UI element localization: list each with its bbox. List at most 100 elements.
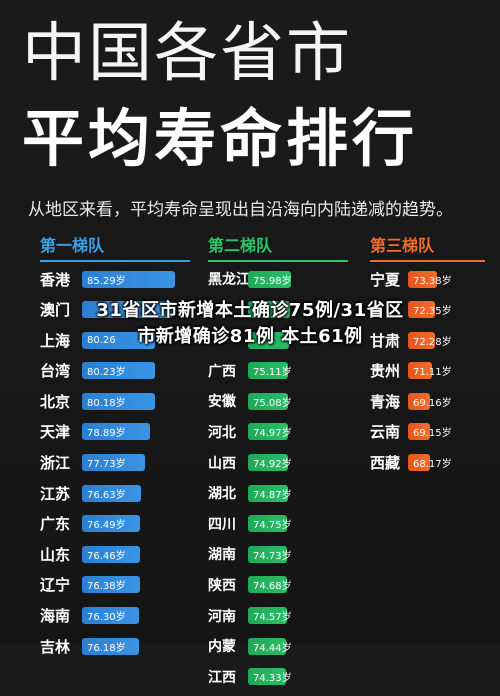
province-label: 山西 bbox=[208, 455, 236, 472]
tier-2-heading: 第二梯队 bbox=[208, 236, 273, 255]
province-label: 西藏 bbox=[370, 454, 401, 473]
province-label: 天津 bbox=[40, 423, 71, 442]
province-label: 安徽 bbox=[208, 394, 236, 411]
province-label: 甘肃 bbox=[370, 331, 401, 350]
ranking-row: 安徽 75.08岁 bbox=[208, 390, 348, 412]
ranking-row: 湖南 74.73岁 bbox=[208, 543, 348, 565]
province-label: 北京 bbox=[40, 392, 71, 411]
lifespan-bar: 74.87岁 bbox=[248, 484, 292, 502]
lifespan-bar: 73.38岁 bbox=[408, 270, 452, 288]
ranking-row: 西藏 68.17岁 bbox=[370, 452, 485, 474]
lifespan-bar: 76.30岁 bbox=[82, 607, 139, 625]
province-label: 山东 bbox=[40, 545, 71, 564]
province-label: 贵州 bbox=[370, 362, 401, 381]
ranking-row: 山东 76.46岁 bbox=[40, 543, 190, 565]
lifespan-bar: 76.38岁 bbox=[82, 576, 140, 594]
tier-3-divider bbox=[370, 260, 485, 262]
lifespan-bar: 71.11岁 bbox=[408, 362, 452, 380]
ranking-row: 吉林 76.18岁 bbox=[40, 635, 190, 657]
tier-2-divider bbox=[208, 260, 348, 262]
lifespan-bar: 74.68岁 bbox=[248, 576, 292, 594]
ranking-row: 江苏 76.63岁 bbox=[40, 482, 190, 504]
ranking-row: 黑龙江 75.98岁 bbox=[208, 268, 348, 290]
ranking-row: 四川 74.75岁 bbox=[208, 513, 348, 535]
tier-3-column: 第三梯队 宁夏 73.38岁 72.35岁 甘肃 72.28岁 贵州 71.11岁 青海 69.… bbox=[370, 232, 485, 482]
ranking-row: 湖北 74.87岁 bbox=[208, 482, 348, 504]
lifespan-bar: 74.33岁 bbox=[248, 668, 292, 686]
ranking-row: 72.35岁 bbox=[370, 299, 485, 321]
ranking-row: 内蒙 74.44岁 bbox=[208, 635, 348, 657]
province-label: 湖南 bbox=[208, 547, 236, 564]
lifespan-bar: 80.23岁 bbox=[82, 362, 155, 380]
tier-3-rows: 宁夏 73.38岁 72.35岁 甘肃 72.28岁 贵州 71.11岁 青海 69.16岁 云南… bbox=[370, 268, 485, 474]
lifespan-bar: 74.92岁 bbox=[248, 454, 292, 472]
ranking-row: 贵州 71.11岁 bbox=[370, 360, 485, 382]
lifespan-bar: 76.63岁 bbox=[82, 484, 141, 502]
province-label: 广东 bbox=[40, 515, 71, 534]
province-label: 四川 bbox=[208, 516, 236, 533]
ranking-row: 宁夏 73.38岁 bbox=[370, 268, 485, 290]
province-label: 江苏 bbox=[40, 484, 71, 503]
ranking-row: 河北 74.97岁 bbox=[208, 421, 348, 443]
province-label: 澳门 bbox=[40, 301, 71, 320]
subtitle: 从地区来看，平均寿命呈现出自沿海向内陆递减的趋势。 bbox=[28, 200, 453, 220]
province-label: 香港 bbox=[40, 270, 71, 289]
lifespan-bar bbox=[248, 301, 290, 319]
ranking-row: 北京 80.18岁 bbox=[40, 390, 190, 412]
lifespan-bar: 77.73岁 bbox=[82, 454, 145, 472]
tier-1-heading: 第一梯队 bbox=[40, 236, 105, 255]
province-label: 宁夏 bbox=[370, 270, 401, 289]
lifespan-bar: 68.17岁 bbox=[408, 454, 452, 472]
lifespan-bar: 80.18岁 bbox=[82, 392, 155, 410]
province-label: 陕西 bbox=[208, 577, 236, 594]
ranking-row bbox=[208, 299, 348, 321]
ranking-row: 辽宁 76.38岁 bbox=[40, 574, 190, 596]
ranking-row: 广西 75.11岁 bbox=[208, 360, 348, 382]
province-label: 广西 bbox=[208, 363, 236, 380]
title-line-2: 平均寿命排行 bbox=[22, 102, 419, 175]
province-label: 湖北 bbox=[208, 486, 236, 503]
lifespan-bar: 80.26 bbox=[82, 331, 155, 349]
province-label: 台湾 bbox=[40, 362, 71, 381]
lifespan-bar: 75.08岁 bbox=[248, 392, 292, 410]
ranking-row: 澳门 bbox=[40, 299, 190, 321]
ranking-row: 江西 74.33岁 bbox=[208, 666, 348, 688]
ranking-row: 青海 69.16岁 bbox=[370, 390, 485, 412]
tier-1-divider bbox=[40, 260, 190, 262]
province-label: 河北 bbox=[208, 424, 236, 441]
lifespan-bar: 75.11岁 bbox=[248, 362, 292, 380]
news-overlay-line-1: 31省区市新增本土确诊75例/31省区 bbox=[96, 300, 404, 321]
ranking-row: 山西 74.92岁 bbox=[208, 452, 348, 474]
province-label: 吉林 bbox=[40, 637, 71, 656]
ranking-row: 浙江 77.73岁 bbox=[40, 452, 190, 474]
province-label: 云南 bbox=[370, 423, 401, 442]
lifespan-bar: 76.46岁 bbox=[82, 545, 140, 563]
ranking-row: 台湾 80.23岁 bbox=[40, 360, 190, 382]
province-label: 浙江 bbox=[40, 454, 71, 473]
ranking-row: 云南 69.15岁 bbox=[370, 421, 485, 443]
background-panel bbox=[0, 0, 500, 644]
news-overlay-line-2: 市新增确诊81例 本土61例 bbox=[137, 326, 363, 347]
lifespan-bar bbox=[248, 331, 289, 349]
lifespan-bar: 74.73岁 bbox=[248, 545, 292, 563]
ranking-row: 广东 76.49岁 bbox=[40, 513, 190, 535]
lifespan-bar: 74.97岁 bbox=[248, 423, 292, 441]
lifespan-bar: 74.44岁 bbox=[248, 637, 292, 655]
lifespan-bar bbox=[82, 301, 173, 319]
lifespan-bar: 78.89岁 bbox=[82, 423, 150, 441]
lifespan-bar: 75.98岁 bbox=[248, 270, 292, 288]
title-line-1: 中国各省市 bbox=[22, 17, 352, 91]
lifespan-bar: 76.49岁 bbox=[82, 515, 140, 533]
province-label: 江西 bbox=[208, 669, 236, 686]
lifespan-bar: 72.28岁 bbox=[408, 331, 452, 349]
province-label: 青海 bbox=[370, 392, 401, 411]
lifespan-bar: 69.16岁 bbox=[408, 392, 452, 410]
ranking-row: 陕西 74.68岁 bbox=[208, 574, 348, 596]
ranking-row: 天津 78.89岁 bbox=[40, 421, 190, 443]
lifespan-bar: 72.35岁 bbox=[408, 301, 452, 319]
lifespan-bar: 69.15岁 bbox=[408, 423, 452, 441]
ranking-row: 河南 74.57岁 bbox=[208, 605, 348, 627]
ranking-row: 甘肃 72.28岁 bbox=[370, 329, 485, 351]
lifespan-bar: 76.18岁 bbox=[82, 637, 139, 655]
tier-3-heading: 第三梯队 bbox=[370, 236, 435, 255]
